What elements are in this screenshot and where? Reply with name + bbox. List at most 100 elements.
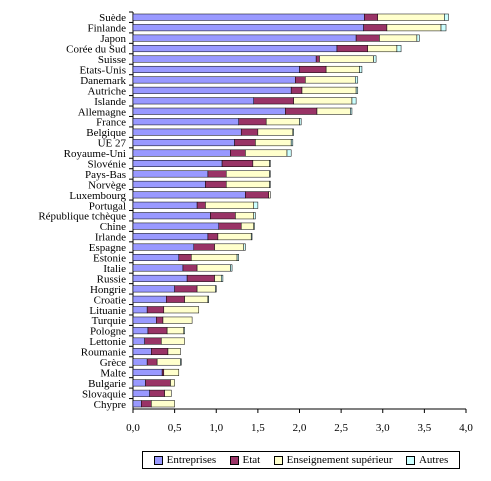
category-label: Corée du Sud <box>66 44 126 56</box>
bar-segment-entreprises <box>132 379 146 387</box>
bar-segment-enseignement-sup-rieur <box>240 222 254 230</box>
category-label: Turquie <box>92 315 127 327</box>
bar-segment-entreprises <box>132 34 357 42</box>
legend-label: Entreprises <box>166 454 217 466</box>
category-label: Lituanie <box>89 305 126 317</box>
bar-segment-enseignement-sup-rieur <box>214 274 222 282</box>
bar-segment-enseignement-sup-rieur <box>191 254 238 262</box>
bar-segment-etat <box>182 264 198 272</box>
bar-segment-etat <box>240 128 259 136</box>
bar-segment-entreprises <box>132 389 150 397</box>
bar-segment-etat <box>364 13 379 21</box>
bar-segment-etat <box>363 24 388 32</box>
category-label: Russie <box>97 273 126 285</box>
x-tick-label: 3,0 <box>376 422 390 434</box>
bar-segment-etat <box>151 348 169 356</box>
legend-item: Autres <box>405 454 448 466</box>
category-label: Luxembourg <box>69 190 126 202</box>
bar-segment-etat <box>299 65 327 73</box>
bar-segment-entreprises <box>132 222 219 230</box>
bar-segment-autres <box>243 243 246 251</box>
bar-segment-autres <box>351 97 357 105</box>
bar-segment-entreprises <box>132 212 211 220</box>
bar-segment-entreprises <box>132 264 184 272</box>
bar-segment-etat <box>234 139 256 147</box>
category-label: Portugal <box>89 200 126 212</box>
bar-segment-entreprises <box>132 139 235 147</box>
bar-segment-autres <box>350 107 353 115</box>
bar-segment-autres <box>269 180 271 188</box>
bar-segment-etat <box>144 337 162 345</box>
x-tick-label: 4,0 <box>459 422 473 434</box>
category-label: Italie <box>103 263 126 275</box>
category-label: Slovénie <box>88 158 127 170</box>
category-label: Japon <box>100 33 126 45</box>
bar-segment-enseignement-sup-rieur <box>162 316 193 324</box>
bar-segment-entreprises <box>132 233 209 241</box>
bar-segment-etat <box>230 149 246 157</box>
category-label: Autriche <box>88 85 127 97</box>
bar-segment-autres <box>236 254 239 262</box>
x-tick-label: 2,5 <box>334 422 348 434</box>
bar-segment-enseignement-sup-rieur <box>268 191 271 199</box>
bar-segment-etat <box>174 285 198 293</box>
legend-item: Etat <box>229 454 261 466</box>
category-label: Pays-Bas <box>85 169 126 181</box>
bar-segment-autres <box>269 159 271 167</box>
bar-segment-autres <box>253 201 259 209</box>
category-label: Belgique <box>86 127 126 139</box>
bar-segment-entreprises <box>132 86 292 94</box>
category-label: Croatie <box>94 294 126 306</box>
bar-segment-entreprises <box>132 274 188 282</box>
bar-segment-entreprises <box>132 295 167 303</box>
x-tick-label: 0,5 <box>168 422 182 434</box>
bar-segment-entreprises <box>132 55 317 63</box>
category-label: UE 27 <box>98 138 127 150</box>
category-label: Chypre <box>94 399 127 411</box>
bar-segment-autres <box>396 45 402 53</box>
legend-label: Etat <box>242 454 261 466</box>
bar-segment-autres <box>290 139 294 147</box>
bar-segment-etat <box>290 86 303 94</box>
bar-segment-autres <box>286 149 292 157</box>
bar-segment-etat <box>285 107 318 115</box>
bar-segment-autres <box>440 24 447 32</box>
legend: Entreprises Etat Enseignement supérieur … <box>142 451 460 469</box>
bar-segment-enseignement-sup-rieur <box>164 389 172 397</box>
bar-segment-enseignement-sup-rieur <box>214 243 244 251</box>
category-label: Slovaquie <box>82 388 126 400</box>
category-label: Hongrie <box>90 284 126 296</box>
bar-segment-enseignement-sup-rieur <box>377 13 445 21</box>
bar-segment-etat <box>166 295 185 303</box>
category-label: Estonie <box>93 253 126 265</box>
legend-label: Enseignement supérieur <box>286 454 393 466</box>
bar-segment-entreprises <box>132 149 231 157</box>
category-label: Chine <box>100 221 126 233</box>
bar-segment-autres <box>230 264 233 272</box>
bar-segment-autres <box>215 285 217 293</box>
bar-segment-autres <box>292 128 294 136</box>
bar-segment-etat <box>221 159 254 167</box>
bar-segment-entreprises <box>132 327 149 335</box>
bar-segment-etat <box>178 254 192 262</box>
category-label: Lettonie <box>89 336 126 348</box>
bar-segment-enseignement-sup-rieur <box>156 358 181 366</box>
bar-segment-etat <box>336 45 369 53</box>
bar-group <box>132 13 449 408</box>
bar-segment-etat <box>205 180 227 188</box>
bar-segment-entreprises <box>132 348 152 356</box>
bar-segment-autres <box>269 170 271 178</box>
bar-segment-enseignement-sup-rieur <box>151 400 175 408</box>
legend-swatch-autres <box>405 455 415 465</box>
bar-segment-etat <box>193 243 215 251</box>
bar-segment-etat <box>186 274 215 282</box>
category-label: France <box>96 117 126 129</box>
x-tick-label: 3,5 <box>418 422 432 434</box>
bar-segment-enseignement-sup-rieur <box>196 285 216 293</box>
bar-segment-enseignement-sup-rieur <box>163 306 200 314</box>
bar-segment-entreprises <box>132 201 198 209</box>
bar-segment-entreprises <box>132 159 223 167</box>
bar-segment-entreprises <box>132 254 180 262</box>
